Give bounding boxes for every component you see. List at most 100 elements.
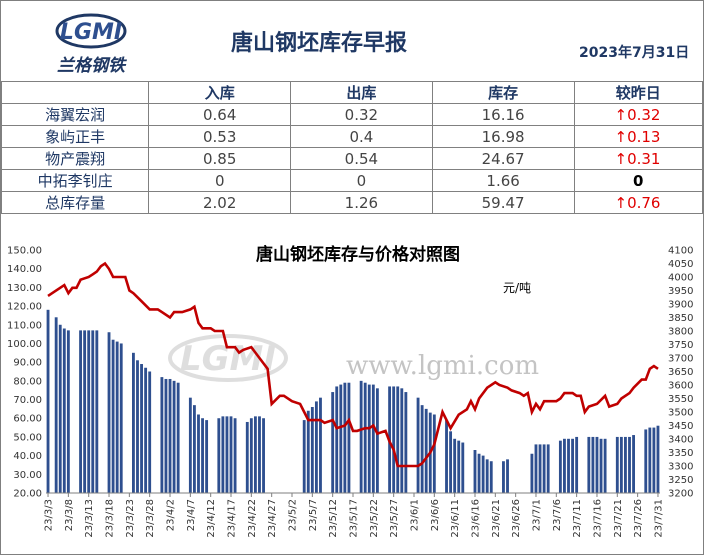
y2-tick-label: 3650 [668,367,693,378]
inventory-bar [489,461,493,493]
inventory-bar [160,377,164,493]
y2-tick-label: 3300 [668,462,693,473]
inventory-bar [449,431,453,493]
inventory-bar [575,436,579,493]
header-cell-out: 出库 [290,81,433,104]
row-name: 物产震翔 [0,147,150,170]
inventory-bar [396,386,400,493]
x-tick-label: 23/5/12 [328,499,339,538]
row-change: ↑0.32 [573,103,703,126]
y-tick-label: 130.00 [7,283,42,294]
inventory-bar [587,436,591,493]
x-tick-label: 23/4/22 [247,499,258,538]
lgmi-logo-icon: LGMI 兰格钢铁 [55,13,128,76]
inventory-bar [262,418,265,493]
inventory-bar [534,444,538,493]
inventory-bar [87,330,91,493]
y-tick-label: 90.00 [13,358,42,369]
inventory-bar [62,328,66,493]
row-change: 0 [573,169,703,192]
y-tick-label: 140.00 [7,264,42,275]
inventory-bar [595,436,599,493]
x-tick-label: 23/3/13 [84,499,95,538]
chart-title: 唐山钢坯库存与价格对照图 [256,244,460,265]
inventory-bar [477,453,481,493]
row-in: 0.64 [148,103,292,126]
row-stock: 1.66 [431,169,575,192]
row-change: ↑0.31 [573,147,703,170]
inventory-bar [628,436,631,493]
inventory-bar [144,367,148,493]
x-tick-label: 23/5/22 [369,499,380,538]
inventory-bar [571,438,574,493]
x-tick-label: 23/6/6 [430,499,441,531]
inventory-bar [359,380,363,493]
x-tick-label: 23/4/27 [267,499,278,538]
inventory-bar [546,444,550,493]
inventory-bar [652,427,656,493]
x-tick-label: 23/4/7 [186,499,197,531]
x-tick-label: 23/6/26 [511,499,522,538]
inventory-bar [302,420,306,493]
inventory-bar [632,435,635,493]
x-tick-label: 23/4/2 [166,499,177,531]
inventory-bar [656,425,660,493]
inventory-bar [140,364,143,493]
y2-tick-label: 3450 [668,421,693,432]
y2-tick-label: 4000 [668,273,693,284]
inventory-bar [249,418,253,493]
row-out: 0.54 [290,147,433,170]
logo-cn: 兰格钢铁 [57,56,128,76]
inventory-bar [217,418,221,493]
inventory-bar [347,382,351,493]
inventory-bar [148,371,152,493]
row-in: 0.85 [148,147,292,170]
y2-tick-label: 3900 [668,300,693,311]
inventory-bar [371,384,375,493]
inventory-bar [420,405,424,493]
inventory-bar [66,330,70,493]
table-row: 象屿正丰 0.53 0.4 16.98 ↑0.13 [0,125,703,148]
row-change: ↑0.13 [573,125,703,148]
inventory-bar [461,442,465,493]
inventory-bar [644,429,648,493]
inventory-bar [111,339,115,493]
x-tick-label: 23/7/6 [552,499,563,531]
inventory-bar [176,382,180,493]
inventory-bar [375,388,379,493]
x-tick-label: 23/4/12 [206,499,217,538]
inventory-bar [172,380,176,493]
x-tick-label: 23/6/1 [409,499,420,531]
y2-tick-label: 4050 [668,259,693,270]
report-header: LGMI 兰格钢铁 唐山钢坯库存早报 2023年7月31日 [1,1,703,81]
inventory-bar [615,436,619,493]
watermark-text: www.lgmi.com [346,351,539,381]
y-tick-label: 30.00 [13,470,42,481]
header-cell-change: 较昨日 [573,81,703,104]
x-tick-label: 23/3/8 [64,499,75,531]
inventory-bar [432,414,436,493]
inventory-bar [624,436,627,493]
inventory-bar [648,427,652,493]
y2-tick-label: 3800 [668,327,693,338]
x-tick-label: 23/3/18 [105,499,116,538]
y-tick-label: 80.00 [13,376,42,387]
y2-tick-label: 3600 [668,381,693,392]
inventory-bar [201,418,204,493]
inventory-bar [168,378,172,493]
report-date: 2023年7月31日 [579,45,690,61]
row-in: 0.53 [148,125,292,148]
inventory-bar [58,324,62,493]
x-tick-label: 23/6/11 [450,499,461,538]
inventory-bar [310,407,314,493]
inventory-bar [392,386,396,493]
y2-tick-label: 4100 [668,246,693,257]
inventory-bar [46,309,50,493]
inventory-bar [343,382,347,493]
inventory-bar [192,405,196,493]
inventory-bar [229,416,233,493]
inventory-bar [567,438,570,493]
x-tick-label: 23/5/17 [349,499,360,538]
y2-tick-label: 3950 [668,286,693,297]
y2-tick-label: 3550 [668,394,693,405]
